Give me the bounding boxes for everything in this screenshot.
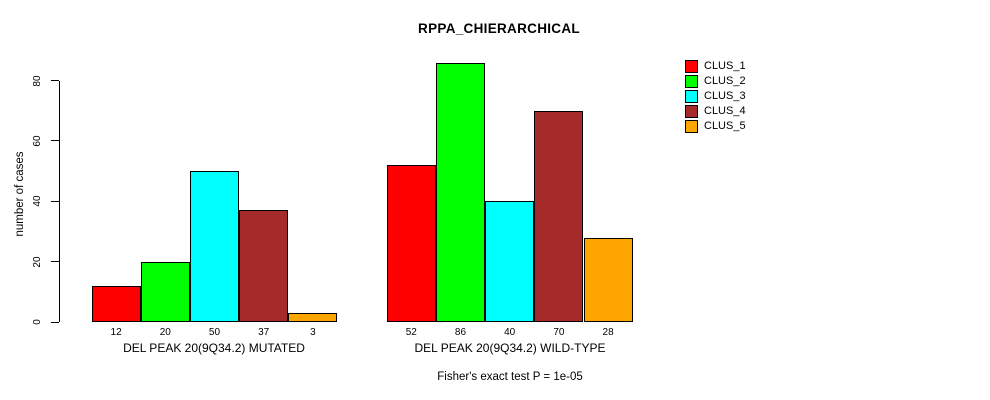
bar-value-clus_4-wild-type: 70 bbox=[553, 327, 565, 338]
x-group-label-mutated: DEL PEAK 20(9Q34.2) MUTATED bbox=[123, 341, 305, 355]
bar-clus_3-wild-type bbox=[485, 201, 535, 322]
legend-item-clus-1: CLUS_1 bbox=[685, 59, 746, 74]
y-tick-label-40: 40 bbox=[32, 195, 43, 207]
bar-value-clus_2-wild-type: 86 bbox=[454, 327, 467, 338]
y-tick-40 bbox=[51, 200, 59, 202]
legend-swatch-clus-4 bbox=[685, 105, 698, 118]
y-tick-label-20: 20 bbox=[32, 256, 43, 268]
bar-value-clus_3-mutated: 50 bbox=[208, 327, 221, 338]
legend-swatch-clus-2 bbox=[685, 75, 698, 88]
legend-item-clus-4: CLUS_4 bbox=[685, 104, 746, 119]
bar-clus_1-mutated bbox=[91, 285, 141, 322]
legend-item-clus-5: CLUS_5 bbox=[685, 119, 746, 134]
legend-label-clus-1: CLUS_1 bbox=[704, 60, 746, 72]
x-group-label-wild-type: DEL PEAK 20(9Q34.2) WILD-TYPE bbox=[414, 341, 606, 355]
y-tick-80 bbox=[51, 80, 59, 82]
y-tick-label-80: 80 bbox=[32, 75, 43, 87]
bar-clus_1-wild-type bbox=[386, 165, 436, 322]
bar-clus_2-wild-type bbox=[435, 62, 486, 322]
y-axis-line bbox=[59, 81, 60, 322]
legend-swatch-clus-1 bbox=[685, 60, 698, 73]
bar-value-clus_5-mutated: 3 bbox=[310, 327, 316, 338]
legend-swatch-clus-5 bbox=[685, 120, 698, 133]
legend-label-clus-2: CLUS_2 bbox=[704, 75, 746, 87]
legend-label-clus-3: CLUS_3 bbox=[704, 90, 746, 102]
bar-clus_4-mutated bbox=[239, 210, 289, 322]
y-tick-20 bbox=[51, 261, 59, 263]
bar-clus_3-mutated bbox=[189, 171, 240, 322]
y-tick-label-60: 60 bbox=[32, 135, 43, 147]
bar-value-clus_3-wild-type: 40 bbox=[504, 327, 516, 338]
bar-value-clus_2-mutated: 20 bbox=[159, 327, 171, 338]
legend-item-clus-3: CLUS_3 bbox=[685, 89, 746, 104]
y-tick-60 bbox=[51, 140, 59, 142]
bar-clus_5-mutated bbox=[288, 312, 338, 322]
y-tick-0 bbox=[51, 321, 59, 323]
bar-value-clus_5-wild-type: 28 bbox=[602, 327, 614, 338]
legend: CLUS_1 CLUS_2 CLUS_3 CLUS_4 CLUS_5 bbox=[685, 59, 746, 134]
chart-title: RPPA_CHIERARCHICAL bbox=[418, 21, 580, 36]
bar-value-clus_1-mutated: 12 bbox=[110, 327, 122, 338]
legend-item-clus-2: CLUS_2 bbox=[685, 74, 746, 89]
y-axis-title: number of cases bbox=[14, 151, 26, 237]
legend-label-clus-5: CLUS_5 bbox=[704, 120, 746, 132]
legend-swatch-clus-3 bbox=[685, 90, 698, 103]
legend-label-clus-4: CLUS_4 bbox=[704, 105, 746, 117]
bar-clus_5-wild-type bbox=[583, 237, 633, 322]
y-tick-label-0: 0 bbox=[32, 319, 43, 325]
fisher-test-annotation: Fisher's exact test P = 1e-05 bbox=[437, 371, 583, 383]
bar-value-clus_4-mutated: 37 bbox=[258, 327, 270, 338]
bar-clus_4-wild-type bbox=[534, 110, 584, 322]
bar-value-clus_1-wild-type: 52 bbox=[405, 327, 417, 338]
bar-clus_2-mutated bbox=[140, 261, 190, 322]
